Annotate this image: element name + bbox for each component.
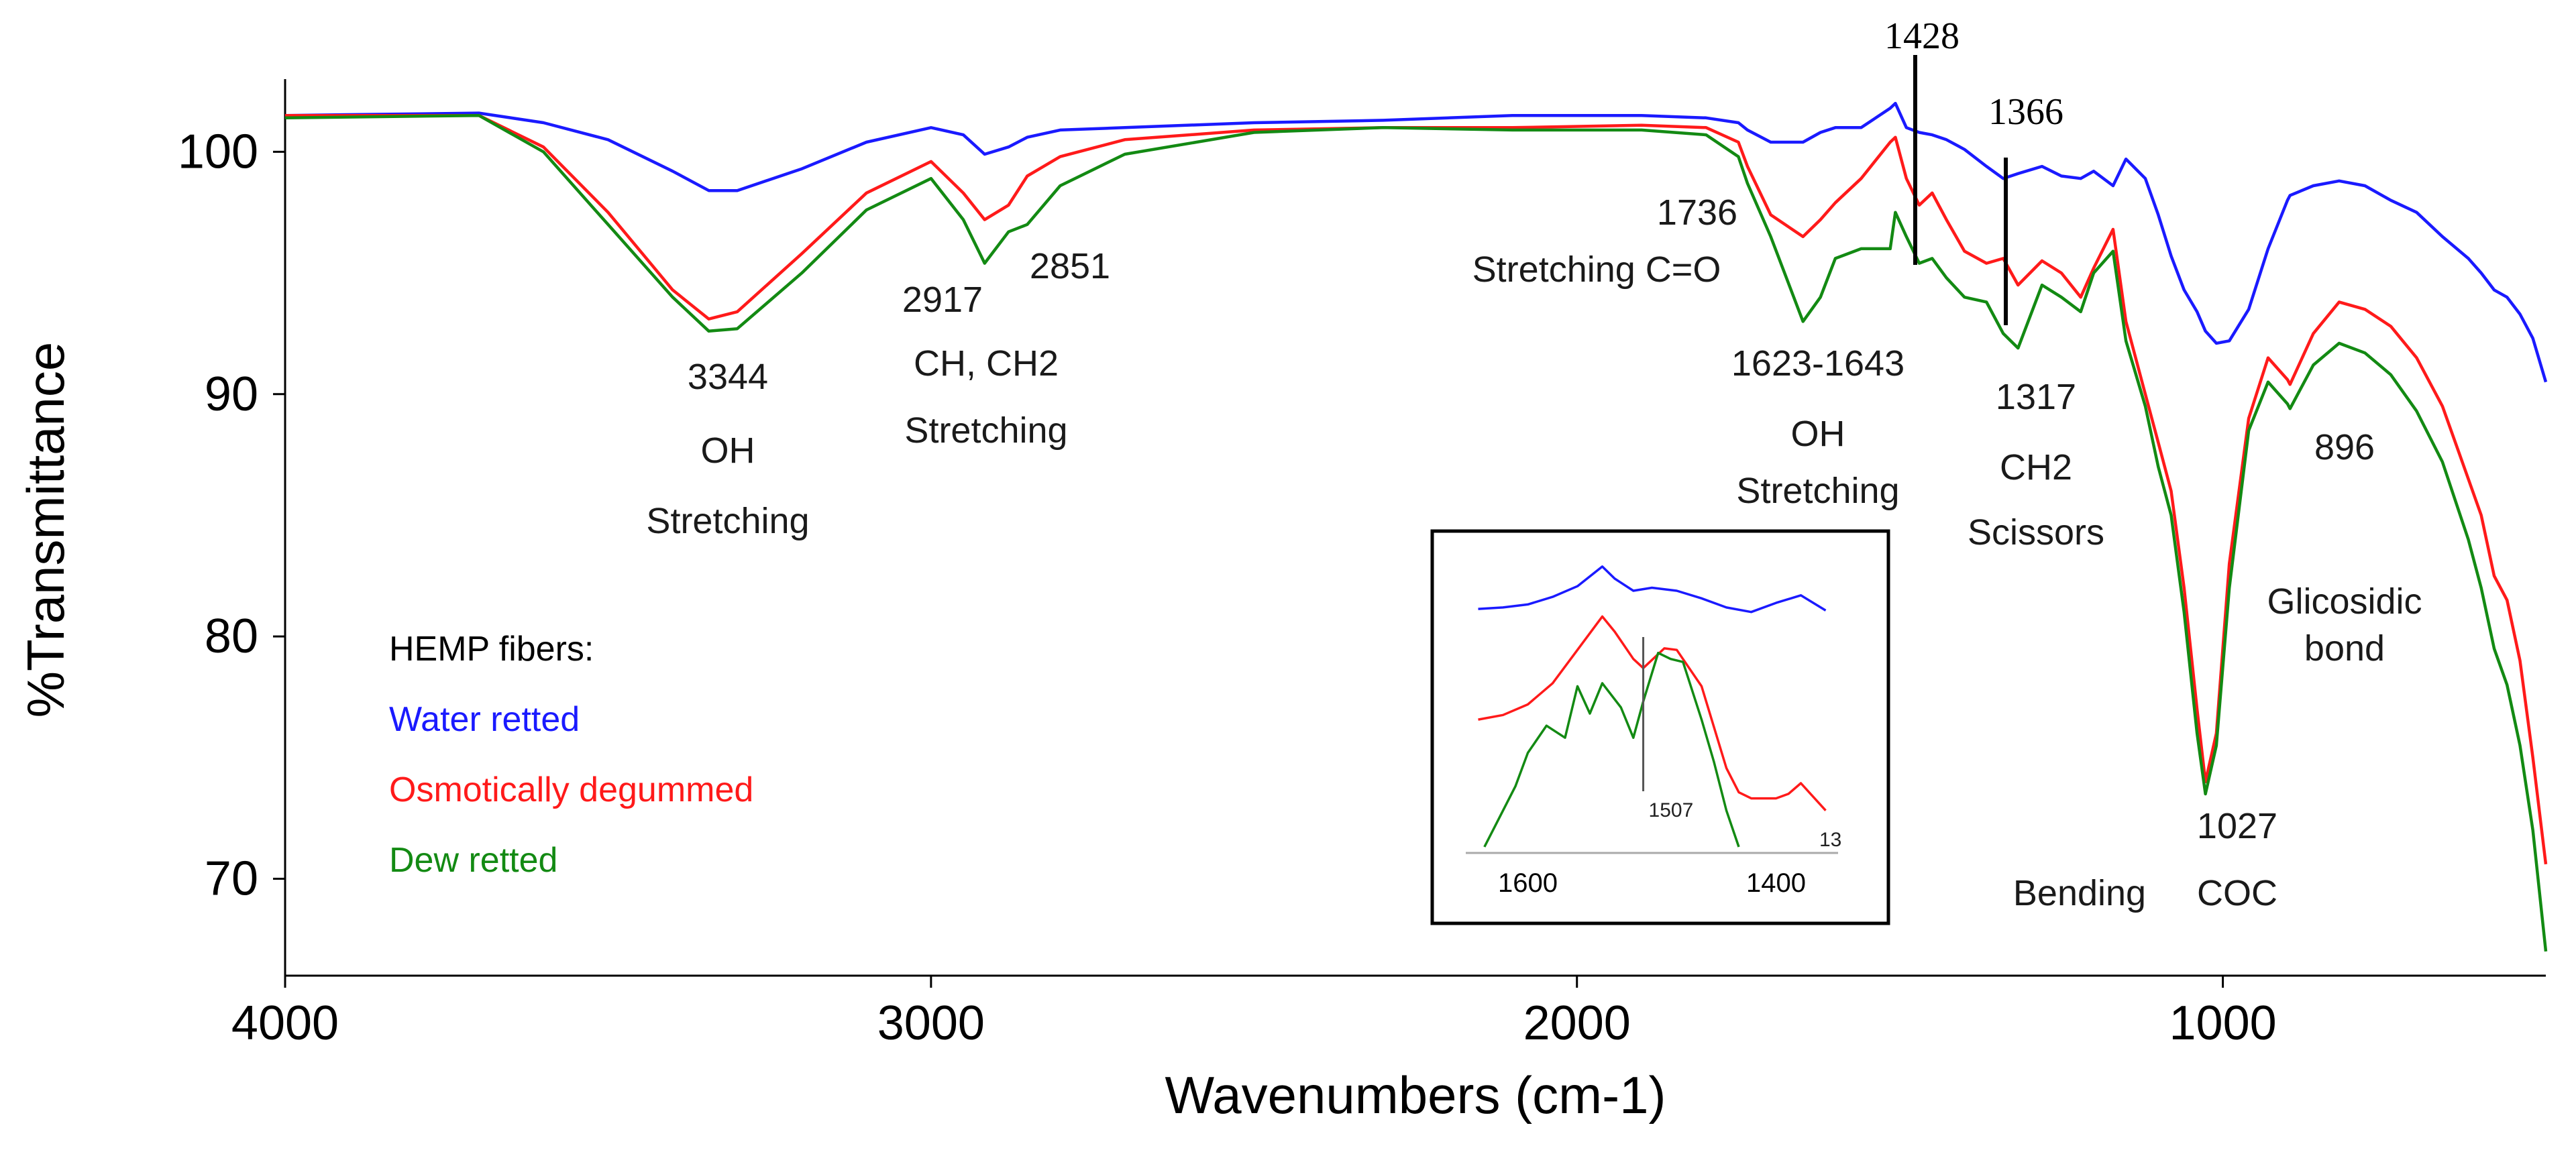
annotation-ch-group: CH, CH2 bbox=[914, 343, 1059, 384]
y-tick-label: 90 bbox=[205, 367, 258, 421]
annotation-1623-mode: Stretching bbox=[1736, 471, 1899, 511]
annotation-1027-value: 1027 bbox=[2197, 806, 2277, 846]
inset-marker-label: 1507 bbox=[1649, 799, 1694, 821]
series-line-water-retted bbox=[284, 101, 2548, 383]
annotation-1623-group: OH bbox=[1791, 414, 1845, 454]
inset-line-osmotically-degummed bbox=[1478, 615, 1827, 811]
annotation-glicosidic: Glicosidic bbox=[2267, 581, 2422, 622]
series-line-dew-retted bbox=[284, 113, 2548, 952]
y-tick-label: 70 bbox=[205, 852, 258, 905]
y-tick-label: 100 bbox=[178, 125, 258, 178]
annotation-1317-mode: Scissors bbox=[1968, 512, 2104, 553]
x-tick-label: 1000 bbox=[2169, 996, 2276, 1050]
annotation-coc: COC bbox=[2197, 873, 2277, 913]
annotation-co-label: Stretching C=O bbox=[1472, 249, 1721, 290]
annotation-3344-value: 3344 bbox=[688, 357, 768, 397]
inset-spectra-lines bbox=[1478, 565, 1827, 848]
annotation-2917-value: 2917 bbox=[902, 280, 983, 320]
legend-entry-osmotic: Osmotically degummed bbox=[389, 770, 753, 809]
annotation-1317-value: 1317 bbox=[1996, 377, 2076, 417]
inset-x-tick-label: 1400 bbox=[1746, 868, 1806, 898]
x-tick-label: 3000 bbox=[877, 996, 985, 1050]
legend-title: HEMP fibers: bbox=[389, 630, 594, 669]
annotation-1623-value: 1623-1643 bbox=[1731, 343, 1904, 384]
legend-entry-water: Water retted bbox=[389, 700, 580, 739]
inset-line-water-retted bbox=[1478, 565, 1827, 614]
inset-frame bbox=[1430, 529, 1890, 925]
x-tick-label: 4000 bbox=[231, 996, 339, 1050]
legend-entry-dew: Dew retted bbox=[389, 841, 557, 880]
x-axis-ticks: 4000 3000 2000 1000 bbox=[231, 976, 2277, 1050]
annotation-1428-value: 1428 bbox=[1884, 15, 1960, 57]
annotation-1736-value: 1736 bbox=[1657, 192, 1737, 233]
annotation-bending: Bending bbox=[2013, 873, 2146, 913]
y-axis-label: %Transmittance bbox=[16, 342, 75, 718]
annotation-2851-value: 2851 bbox=[1030, 246, 1110, 286]
annotation-1366-value: 1366 bbox=[1988, 91, 2063, 133]
inset-partial-label: 13 bbox=[1819, 829, 1841, 851]
x-axis-label: Wavenumbers (cm-1) bbox=[1165, 1066, 1666, 1125]
y-tick-label: 80 bbox=[205, 610, 258, 663]
peak-annotations: 3344 OH Stretching 2917 2851 CH, CH2 Str… bbox=[646, 15, 2422, 913]
inset-x-tick-label: 1600 bbox=[1498, 868, 1558, 898]
legend: HEMP fibers: Water retted Osmotically de… bbox=[389, 630, 753, 880]
annotation-896-value: 896 bbox=[2314, 427, 2375, 467]
inset-axis-ticks: 1600 1400 bbox=[1498, 868, 1806, 898]
series-line-osmotically-degummed bbox=[285, 113, 2548, 865]
inset-line-dew-retted bbox=[1483, 651, 1740, 848]
x-tick-label: 2000 bbox=[1523, 996, 1631, 1050]
inset-chart: 1600 1400 1507 13 bbox=[1430, 529, 1890, 925]
annotation-ch-mode: Stretching bbox=[904, 410, 1067, 451]
annotation-bond: bond bbox=[2304, 628, 2385, 669]
annotation-3344-group: OH bbox=[701, 430, 755, 471]
annotation-3344-mode: Stretching bbox=[646, 501, 809, 541]
spectra-lines bbox=[284, 101, 2548, 952]
y-axis-ticks: 100 90 80 70 bbox=[178, 125, 285, 905]
annotation-1317-group: CH2 bbox=[2000, 447, 2072, 487]
